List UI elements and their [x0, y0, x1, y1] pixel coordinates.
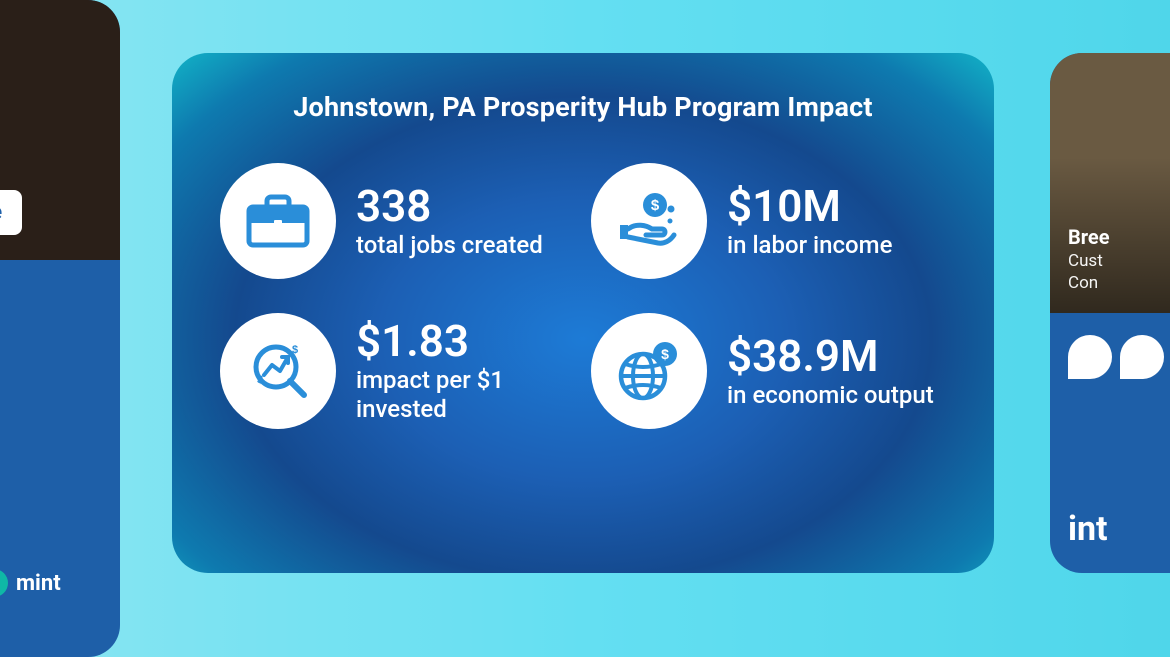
stat-label: in labor income: [727, 231, 892, 260]
card-title: Johnstown, PA Prosperity Hub Program Imp…: [220, 91, 946, 123]
person-location-fragment: Con: [1068, 273, 1098, 293]
stat-impact-per-dollar: $ $ $1.83 impact per $1 invested: [220, 313, 575, 429]
stat-value: 338: [356, 183, 543, 229]
stat-jobs-created: 338 total jobs created: [220, 163, 575, 279]
quote-marks-icon: [1068, 335, 1164, 379]
stat-value: $10M: [727, 183, 892, 229]
stat-value: $1.83: [356, 318, 575, 364]
stats-grid: 338 total jobs created $ $10M in labor: [220, 163, 946, 429]
magnify-chart-icon: $ $: [220, 313, 336, 429]
carousel-card-previous[interactable]: ore ge. mint: [0, 0, 120, 657]
stat-label: in economic output: [727, 381, 934, 410]
svg-text:$: $: [651, 197, 660, 214]
mint-logo-icon: [0, 569, 8, 597]
impact-infographic-card: Johnstown, PA Prosperity Hub Program Imp…: [172, 53, 994, 573]
intuit-brand-fragment: int: [1068, 509, 1108, 549]
stat-value: $38.9M: [727, 333, 934, 379]
briefcase-icon: [220, 163, 336, 279]
globe-coin-icon: $: [591, 313, 707, 429]
stat-labor-income: $ $10M in labor income: [591, 163, 946, 279]
learn-more-pill-fragment[interactable]: ore: [0, 190, 22, 235]
person-name-fragment: Bree: [1068, 225, 1110, 249]
hand-coin-icon: $: [591, 163, 707, 279]
mint-brand-label: mint: [16, 571, 61, 596]
stat-label: impact per $1 invested: [356, 366, 575, 424]
svg-text:$: $: [292, 344, 298, 356]
svg-text:$: $: [257, 374, 263, 386]
stat-label: total jobs created: [356, 231, 543, 260]
stat-economic-output: $ $38.9M in economic output: [591, 313, 946, 429]
mint-brand-row: mint: [0, 569, 61, 597]
person-role-fragment: Cust: [1068, 251, 1103, 271]
svg-text:$: $: [661, 346, 669, 362]
carousel-card-next[interactable]: Bree Cust Con int: [1050, 53, 1170, 573]
